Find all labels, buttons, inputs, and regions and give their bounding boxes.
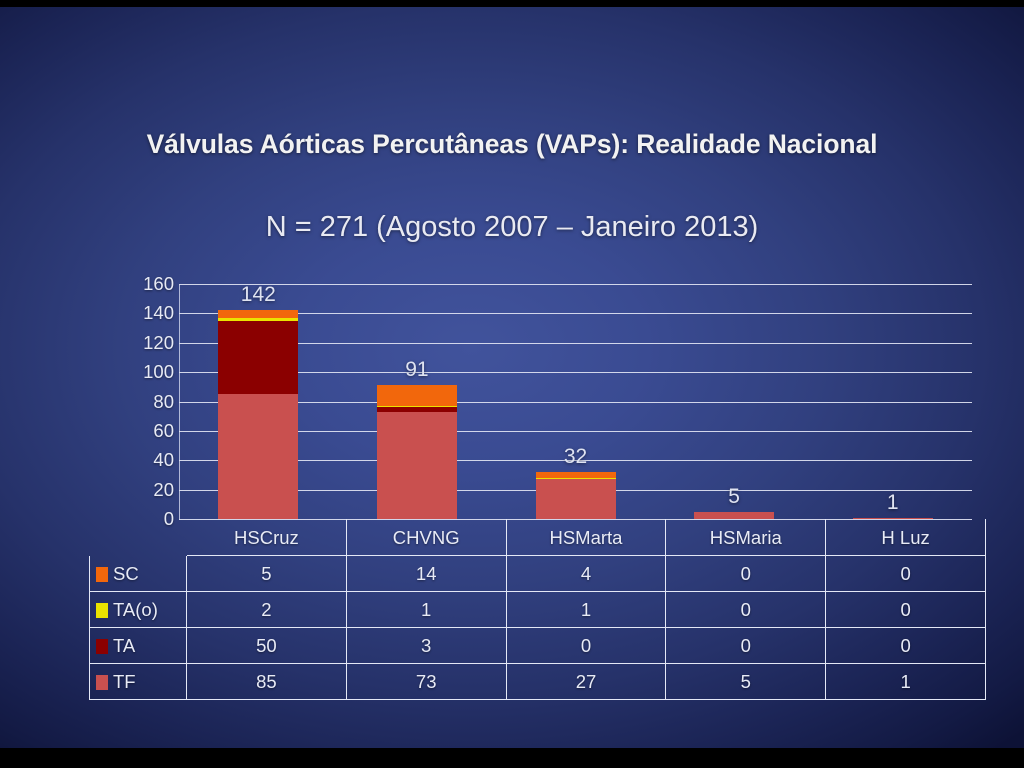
- legend-item-tao: TA(o): [89, 591, 187, 628]
- data-table: HSCruz CHVNG HSMarta HSMaria H Luz SC 5 14 4 0 0 TA…: [89, 519, 986, 700]
- data-table-body: HSCruz CHVNG HSMarta HSMaria H Luz SC 5 14 4 0 0 TA…: [89, 519, 986, 700]
- table-cell: 1: [825, 663, 986, 700]
- legend-item-sc: SC: [89, 555, 187, 592]
- legend-label: TA: [113, 634, 136, 656]
- bar-value-label: 1: [886, 490, 899, 514]
- gridline: [179, 460, 972, 462]
- bar-segment-tf[interactable]: [694, 511, 775, 519]
- table-row: SC 5 14 4 0 0: [89, 555, 986, 592]
- bar-segment-tf[interactable]: [852, 517, 933, 519]
- table-column-header: HSMarta: [506, 519, 667, 556]
- y-axis-tick-label: 160: [143, 273, 174, 294]
- table-cell: 27: [505, 663, 667, 700]
- letterbox-top: [0, 0, 1024, 7]
- bar-segment-ta[interactable]: [376, 407, 457, 412]
- table-cell: 0: [825, 591, 986, 628]
- gridline: [179, 313, 972, 315]
- y-axis-tick-label: 60: [153, 419, 174, 441]
- table-column-header: CHVNG: [346, 519, 507, 556]
- legend-label: TF: [113, 670, 136, 692]
- gridline: [179, 284, 972, 285]
- bar-segment-ta[interactable]: [218, 320, 299, 395]
- table-header-corner: [90, 520, 187, 556]
- table-cell: 0: [505, 627, 667, 664]
- table-column-header: HSCruz: [186, 519, 347, 556]
- table-cell: 1: [505, 591, 667, 628]
- gridline: [179, 372, 972, 374]
- legend-swatch-icon: [96, 566, 108, 582]
- bar-column[interactable]: [535, 284, 616, 519]
- y-axis-tick-label: 140: [143, 302, 174, 324]
- y-axis-tick-label: 80: [153, 390, 174, 412]
- slide-canvas: Válvulas Aórticas Percutâneas (VAPs): Re…: [0, 7, 1024, 748]
- table-row: TA 50 3 0 0 0: [89, 627, 986, 664]
- bar-segment-tf[interactable]: [535, 479, 616, 519]
- table-cell: 0: [825, 627, 986, 664]
- table-cell: 4: [505, 555, 667, 592]
- bar-value-label: 5: [728, 484, 740, 508]
- letterbox-bottom: [0, 748, 1024, 768]
- legend-item-ta: TA: [89, 627, 187, 664]
- legend-label: SC: [113, 562, 139, 584]
- bar-value-label: 91: [405, 358, 429, 382]
- table-cell: 73: [345, 663, 507, 700]
- table-cell: 85: [186, 663, 347, 700]
- table-cell: 5: [186, 555, 347, 592]
- y-axis-tick-label: 20: [153, 478, 174, 500]
- legend-item-tf: TF: [89, 663, 187, 700]
- legend-swatch-icon: [96, 602, 108, 618]
- table-cell: 3: [345, 627, 507, 664]
- table-row: TA(o) 2 1 1 0 0: [89, 591, 986, 628]
- bar-segment-tao[interactable]: [376, 405, 457, 408]
- table-header-row: HSCruz CHVNG HSMarta HSMaria H Luz: [90, 519, 986, 556]
- table-cell: 0: [665, 555, 827, 592]
- slide-subtitle: N = 271 (Agosto 2007 – Janeiro 2013): [265, 211, 759, 243]
- bar-segment-tao[interactable]: [535, 477, 616, 480]
- table-cell: 0: [665, 627, 827, 664]
- y-axis-labels: 160 140 120 100 80 60 40 20 0: [110, 274, 174, 527]
- bar-segment-tf[interactable]: [376, 411, 457, 519]
- table-column-header: H Luz: [825, 519, 986, 556]
- bar-segment-sc[interactable]: [535, 472, 616, 478]
- table-cell: 2: [186, 591, 347, 628]
- legend-swatch-icon: [96, 638, 108, 654]
- bar-segment-sc[interactable]: [376, 385, 457, 406]
- bar-segment-tf[interactable]: [218, 394, 299, 519]
- bar-column[interactable]: [218, 284, 299, 519]
- table-cell: 0: [825, 555, 986, 592]
- bar-column[interactable]: [694, 284, 775, 519]
- bar-segment-tao[interactable]: [218, 317, 299, 321]
- y-axis-tick-label: 120: [143, 331, 174, 353]
- legend-label: TA(o): [113, 598, 158, 620]
- y-axis-tick-label: 100: [143, 361, 174, 383]
- table-cell: 1: [345, 591, 507, 628]
- bar-value-label: 32: [563, 445, 588, 468]
- table-cell: 14: [345, 555, 507, 592]
- legend-swatch-icon: [96, 674, 108, 690]
- gridline: [179, 430, 972, 432]
- table-cell: 5: [665, 663, 827, 700]
- y-axis-tick-label: 40: [153, 449, 174, 471]
- bar-segment-sc[interactable]: [218, 310, 299, 318]
- chart-plot-area: 142 91 32 5 1: [179, 283, 972, 520]
- table-cell: 50: [186, 627, 347, 664]
- y-axis-tick-label: 0: [163, 508, 174, 529]
- gridline: [179, 401, 972, 403]
- bar-column[interactable]: [376, 284, 457, 519]
- table-column-header: HSMaria: [665, 519, 827, 556]
- bar-value-label: 142: [240, 283, 276, 307]
- table-cell: 0: [665, 591, 827, 628]
- bar-column[interactable]: [852, 284, 933, 519]
- slide-title: Válvulas Aórticas Percutâneas (VAPs): Re…: [146, 129, 878, 159]
- table-row: TF 85 73 27 5 1: [89, 663, 986, 700]
- gridline: [179, 342, 972, 344]
